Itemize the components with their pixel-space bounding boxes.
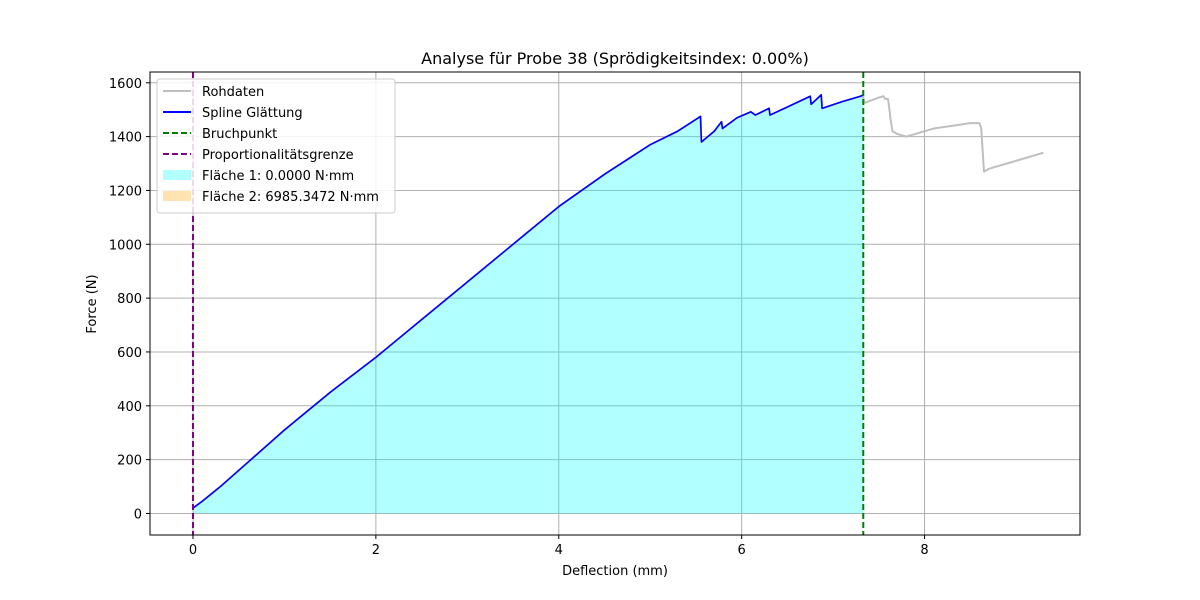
- legend-label: Fläche 1: 0.0000 N·mm: [202, 169, 354, 184]
- x-tick-label: 8: [920, 543, 928, 558]
- x-axis-title: Deflection (mm): [562, 564, 668, 579]
- x-tick-label: 4: [555, 543, 563, 558]
- legend-patch: [163, 170, 191, 180]
- y-tick-label: 1400: [109, 131, 142, 146]
- area-fill: [192, 94, 864, 514]
- legend-box: [156, 78, 396, 214]
- y-tick-label: 200: [117, 454, 142, 469]
- legend-label: Rohdaten: [202, 85, 264, 100]
- legend: Rohdaten Spline Glättung Bruchpunkt Proport…: [156, 78, 396, 214]
- legend-label: Proportionalitätsgrenze: [202, 148, 354, 163]
- legend-label: Spline Glättung: [202, 106, 303, 121]
- y-axis-title: Force (N): [85, 274, 100, 333]
- legend-label: Bruchpunkt: [202, 127, 277, 142]
- legend-patch: [163, 191, 191, 201]
- y-tick-label: 0: [134, 507, 142, 522]
- y-tick-label: 1200: [109, 184, 142, 199]
- series-line: [192, 94, 864, 509]
- y-tick-label: 400: [117, 400, 142, 415]
- chart-title: Analyse für Probe 38 (Sprödigkeitsindex:…: [421, 49, 809, 68]
- x-tick-label: 6: [738, 543, 746, 558]
- x-tick-label: 0: [189, 543, 197, 558]
- x-tick-label: 2: [372, 543, 380, 558]
- y-tick-label: 1000: [109, 238, 142, 253]
- legend-label: Fläche 2: 6985.3472 N·mm: [202, 190, 379, 205]
- y-tick-label: 800: [117, 292, 142, 307]
- y-tick-label: 600: [117, 346, 142, 361]
- y-tick-label: 1600: [109, 77, 142, 92]
- plot-frame: [149, 71, 1081, 536]
